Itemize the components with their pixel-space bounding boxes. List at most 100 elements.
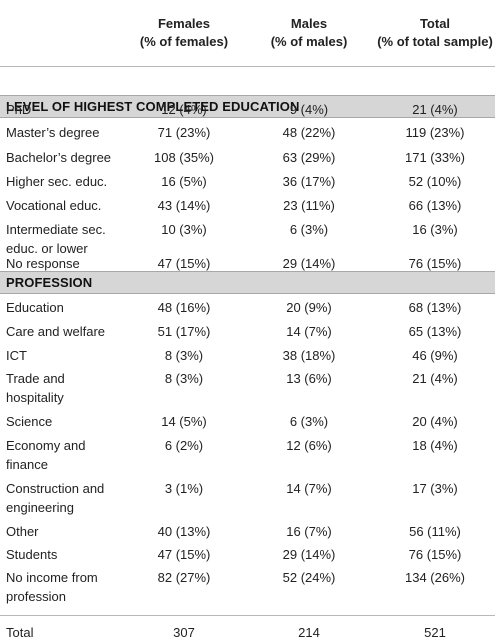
females-cell: 8 (3%)	[164, 371, 204, 386]
females-cell: 71 (23%)	[157, 125, 211, 140]
females-cell: 12 (4%)	[161, 102, 207, 117]
total-cell: 17 (3%)	[412, 481, 458, 496]
header-total: Total (% of total sample)	[375, 15, 495, 51]
section-header: LEVEL OF HIGHEST COMPLETED EDUCATION	[0, 95, 495, 118]
section-title: LEVEL OF HIGHEST COMPLETED EDUCATION	[6, 99, 300, 114]
females-cell: 14 (5%)	[161, 414, 207, 429]
row-label: Science	[6, 414, 53, 429]
row-label: No response	[6, 256, 80, 271]
total-cell: 18 (4%)	[412, 438, 458, 453]
total-cell: 66 (13%)	[408, 198, 462, 213]
table-row: Construction and engineering 3 (1%) 14 (7%…	[0, 479, 495, 515]
row-label: PhD	[6, 102, 32, 117]
row-label: Economy and finance	[6, 438, 86, 472]
females-cell: 10 (3%)	[161, 222, 207, 237]
table-row: Care and welfare 51 (17%) 14 (7%) 65 (13%)	[0, 322, 495, 341]
total-cell: 119 (23%)	[405, 125, 465, 140]
total-all: 521	[424, 625, 446, 640]
females-cell: 48 (16%)	[157, 300, 211, 315]
total-cell: 56 (11%)	[409, 524, 461, 539]
males-cell: 6 (3%)	[289, 414, 329, 429]
header-males: Males (% of males)	[252, 15, 366, 51]
females-cell: 47 (15%)	[157, 547, 211, 562]
females-cell: 16 (5%)	[161, 174, 207, 189]
table-row: Higher sec. educ. 16 (5%) 36 (17%) 52 (10%)	[0, 172, 495, 191]
header-females-subtitle: (% of females)	[139, 34, 229, 49]
table-header: Females (% of females) Males (% of males…	[0, 0, 495, 67]
row-label: Intermediate sec. educ. or lower	[6, 222, 106, 256]
males-cell: 12 (6%)	[286, 438, 332, 453]
males-cell: 48 (22%)	[282, 125, 336, 140]
males-cell: 29 (14%)	[282, 256, 336, 271]
total-row: Total 307 214 521	[0, 623, 495, 642]
males-cell: 29 (14%)	[282, 547, 336, 562]
table-row: No income from profession 82 (27%) 52 (24%…	[0, 568, 495, 604]
females-cell: 6 (2%)	[164, 438, 204, 453]
total-cell: 20 (4%)	[412, 414, 458, 429]
total-cell: 76 (15%)	[408, 547, 462, 562]
row-label: Trade and hospitality	[6, 371, 65, 405]
table-row: Trade and hospitality 8 (3%) 13 (6%) 21 (4%…	[0, 369, 495, 405]
females-cell: 8 (3%)	[164, 348, 204, 363]
table-row: Bachelor’s degree 108 (35%) 63 (29%) 171 (3…	[0, 148, 495, 167]
table-row: Science 14 (5%) 6 (3%) 20 (4%)	[0, 412, 495, 431]
header-total-title: Total	[419, 16, 451, 31]
males-cell: 20 (9%)	[286, 300, 332, 315]
total-males: 214	[298, 625, 320, 640]
total-label: Total	[6, 625, 34, 640]
total-cell: 21 (4%)	[412, 371, 458, 386]
total-cell: 171 (33%)	[405, 150, 465, 165]
table-row: ICT 8 (3%) 38 (18%) 46 (9%)	[0, 346, 495, 365]
table-row: Other 40 (13%) 16 (7%) 56 (11%)	[0, 522, 495, 541]
total-cell: 21 (4%)	[412, 102, 458, 117]
males-cell: 38 (18%)	[282, 348, 336, 363]
row-label: Education	[6, 300, 64, 315]
table-row: Education 48 (16%) 20 (9%) 68 (13%)	[0, 298, 495, 317]
section-header: PROFESSION	[0, 271, 495, 294]
row-label: Care and welfare	[6, 324, 105, 339]
row-label: ICT	[6, 348, 27, 363]
total-cell: 76 (15%)	[408, 256, 462, 271]
males-cell: 63 (29%)	[282, 150, 336, 165]
males-cell: 14 (7%)	[286, 481, 332, 496]
females-cell: 40 (13%)	[157, 524, 211, 539]
females-cell: 51 (17%)	[157, 324, 211, 339]
table-row: No response 47 (15%) 29 (14%) 76 (15%)	[0, 254, 495, 273]
females-cell: 3 (1%)	[164, 481, 204, 496]
males-cell: 6 (3%)	[289, 222, 329, 237]
header-males-title: Males	[290, 16, 328, 31]
table-row: PhD 12 (4%) 9 (4%) 21 (4%)	[0, 100, 495, 119]
females-cell: 47 (15%)	[157, 256, 211, 271]
total-cell: 46 (9%)	[412, 348, 458, 363]
total-females: 307	[173, 625, 195, 640]
females-cell: 43 (14%)	[157, 198, 211, 213]
header-males-subtitle: (% of males)	[270, 34, 348, 49]
row-label: Master’s degree	[6, 125, 100, 140]
table-row: Students 47 (15%) 29 (14%) 76 (15%)	[0, 545, 495, 564]
row-label: Students	[6, 547, 58, 562]
males-cell: 23 (11%)	[283, 198, 335, 213]
section-title: PROFESSION	[6, 275, 93, 290]
row-label: Construction and engineering	[6, 481, 105, 515]
header-total-subtitle: (% of total sample)	[377, 34, 493, 49]
males-cell: 13 (6%)	[286, 371, 332, 386]
males-cell: 36 (17%)	[282, 174, 336, 189]
row-label: Other	[6, 524, 39, 539]
row-label: No income from profession	[6, 570, 98, 604]
total-cell: 52 (10%)	[408, 174, 462, 189]
row-label: Higher sec. educ.	[6, 174, 108, 189]
males-cell: 9 (4%)	[289, 102, 329, 117]
males-cell: 14 (7%)	[286, 324, 332, 339]
table-row: Intermediate sec. educ. or lower 10 (3%) 6…	[0, 220, 495, 256]
total-cell: 65 (13%)	[408, 324, 462, 339]
females-cell: 82 (27%)	[157, 570, 211, 585]
row-label: Vocational educ.	[6, 198, 102, 213]
header-females: Females (% of females)	[127, 15, 241, 51]
header-females-title: Females	[157, 16, 211, 31]
males-cell: 16 (7%)	[286, 524, 332, 539]
total-divider	[0, 615, 495, 616]
total-cell: 134 (26%)	[405, 570, 465, 585]
total-cell: 68 (13%)	[408, 300, 462, 315]
total-cell: 16 (3%)	[412, 222, 458, 237]
